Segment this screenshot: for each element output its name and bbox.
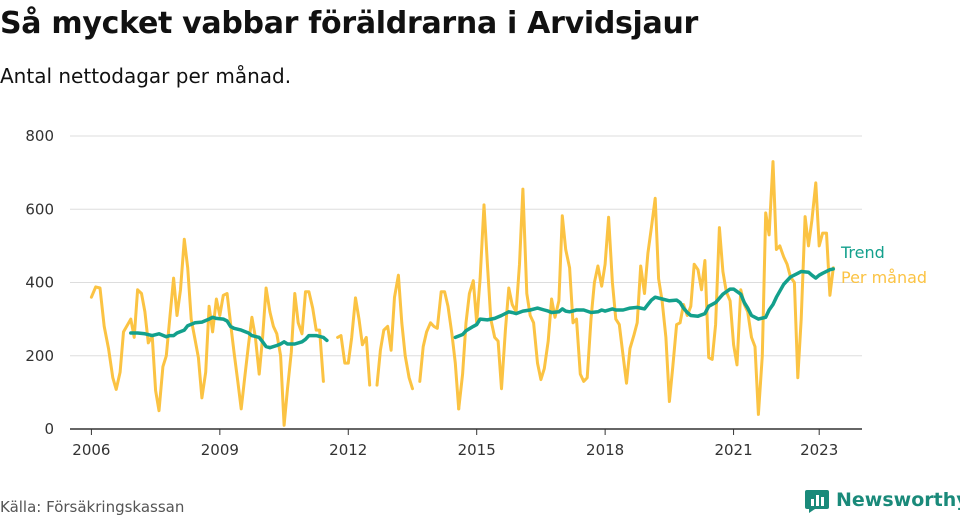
series-line-monthly [457, 160, 835, 416]
series-label-monthly: Per månad [841, 268, 927, 287]
x-tick-label: 2015 [458, 441, 496, 459]
source-note: Källa: Försäkringskassan [0, 498, 185, 516]
series-line-monthly [375, 273, 414, 391]
y-tick-label: 200 [25, 347, 54, 365]
brand-link[interactable]: Newsworthy [804, 487, 960, 513]
chart-subtitle: Antal nettodagar per månad. [0, 64, 292, 88]
series-line-trend [129, 315, 329, 350]
series-line-monthly [336, 296, 372, 387]
y-tick-label: 600 [25, 200, 54, 218]
y-tick-label: 0 [44, 420, 54, 438]
grid-lines [70, 135, 862, 430]
bar-chart-logo-icon [805, 490, 829, 513]
x-tick-label: 2012 [329, 441, 367, 459]
chart-title: Så mycket vabbar föräldrarna i Arvidsjau… [0, 6, 699, 41]
series-lines [89, 160, 836, 427]
brand-name: Newsworthy [836, 489, 960, 511]
x-tick-label: 2023 [800, 441, 838, 459]
y-tick-label: 400 [25, 274, 54, 292]
series-labels: Per månad Trend [840, 243, 927, 287]
series-line-monthly [418, 290, 461, 411]
y-axis-ticks: 0 200 400 600 800 [25, 127, 54, 438]
x-tick-label: 2021 [714, 441, 752, 459]
series-line-monthly [89, 237, 325, 427]
x-axis-ticks: 2006 2009 2012 2015 2018 2021 2023 [72, 429, 838, 459]
series-trend [129, 267, 836, 350]
x-tick-label: 2006 [72, 441, 110, 459]
series-label-trend: Trend [840, 243, 885, 262]
series-line-trend [453, 267, 836, 340]
x-tick-label: 2018 [586, 441, 624, 459]
y-tick-label: 800 [25, 127, 54, 145]
x-tick-label: 2009 [201, 441, 239, 459]
